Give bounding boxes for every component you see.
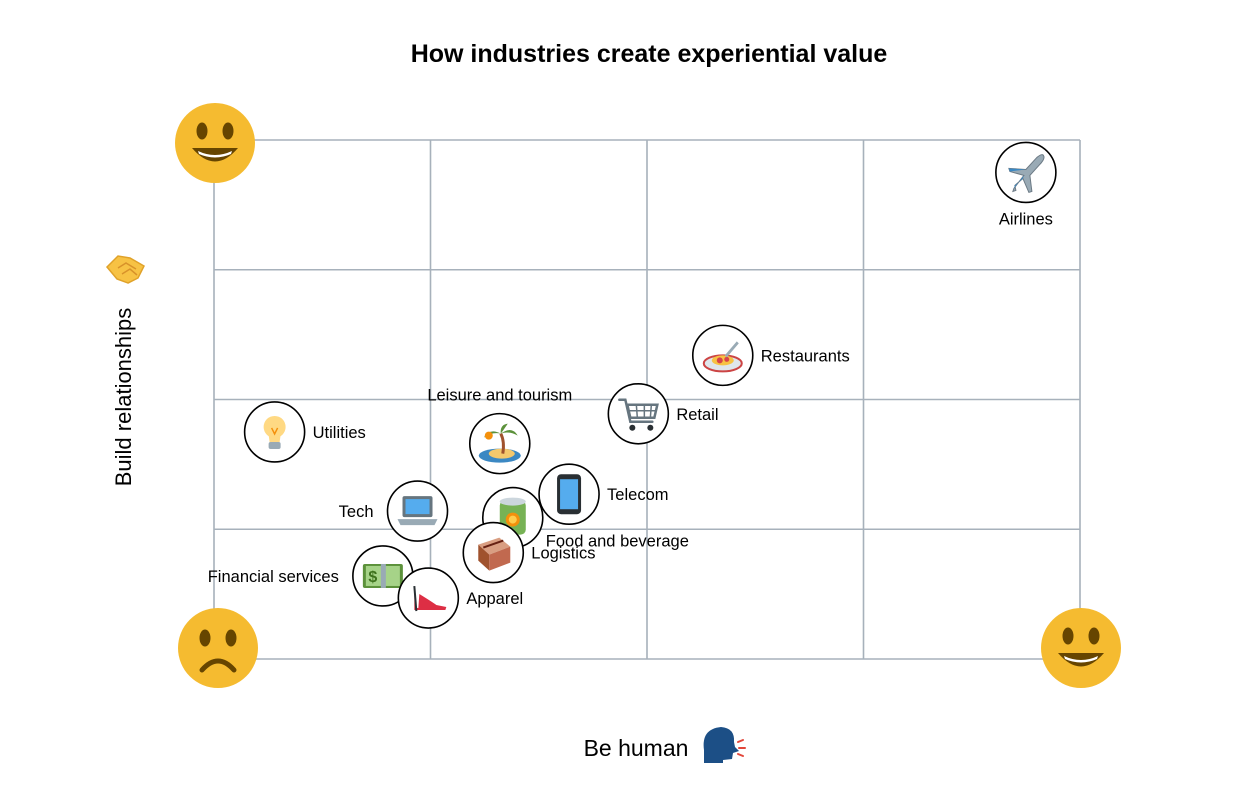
data-point: Logistics: [462, 521, 595, 584]
light-bulb-icon: [263, 415, 286, 449]
spaghetti-icon: [702, 341, 743, 373]
point-label: Telecom: [607, 486, 668, 504]
point-label: Airlines: [999, 210, 1053, 228]
point-label: Leisure and tourism: [427, 387, 572, 405]
data-point: Apparel: [397, 567, 523, 629]
chart-grid: [213, 139, 1081, 660]
package-icon: [478, 537, 511, 571]
frowning-face-icon: [178, 608, 258, 688]
data-point: Airlines: [995, 141, 1057, 228]
shopping-cart-icon: [618, 398, 659, 431]
point-label: Restaurants: [761, 347, 850, 365]
data-point: Leisure and tourism: [427, 387, 572, 475]
point-label: Logistics: [531, 545, 595, 563]
chart-title: How industries create experiential value: [411, 40, 888, 68]
grinning-face-icon: [1041, 608, 1121, 688]
island-icon: [478, 423, 521, 463]
x-axis-label: Be human: [584, 735, 689, 761]
point-marker: [397, 567, 460, 629]
data-point: Utilities: [243, 401, 366, 463]
airplane-icon: [1008, 154, 1045, 194]
point-label: Financial services: [208, 568, 339, 586]
point-label: Apparel: [466, 590, 523, 608]
mobile-phone-icon: [557, 474, 582, 515]
data-point: Telecom: [538, 463, 669, 526]
point-label: Food and beverage: [546, 533, 689, 551]
data-point: $ Financial services: [208, 545, 414, 607]
point-marker: [607, 382, 670, 445]
point-label: Retail: [676, 406, 718, 424]
high-heel-icon: [413, 585, 447, 612]
data-point: Retail: [607, 382, 719, 445]
point-marker: [468, 412, 531, 475]
grinning-face-icon: [175, 103, 255, 183]
data-points: Airlines Restaurants Retail Utilities Leisur…: [208, 141, 1057, 629]
point-label: Tech: [339, 503, 374, 521]
svg-text:$: $: [368, 569, 377, 586]
laptop-icon: [397, 496, 438, 526]
money-icon: $: [362, 563, 403, 588]
data-point: Food and beverage: [481, 486, 689, 551]
y-axis-label: Build relationships: [111, 308, 136, 487]
handshake-icon: [105, 255, 145, 284]
data-point: Tech: [339, 480, 449, 542]
data-point: Restaurants: [691, 324, 850, 387]
point-label: Utilities: [313, 424, 366, 442]
speaking-head-icon: [703, 727, 746, 763]
